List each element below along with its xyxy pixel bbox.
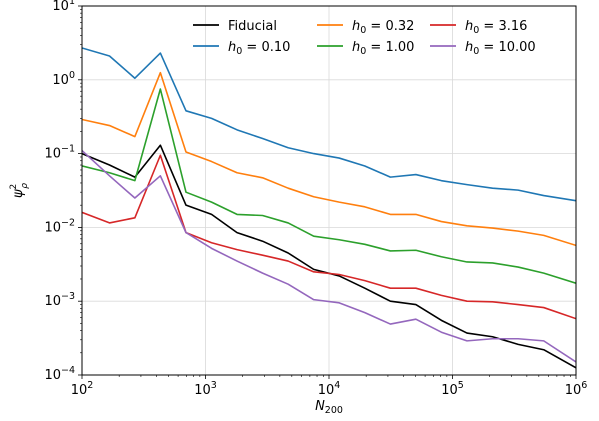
x-tick-exp: 3 bbox=[211, 380, 217, 391]
x-tick-exp: 2 bbox=[87, 380, 93, 391]
legend-label: h0 = 0.32 bbox=[352, 19, 414, 36]
y-axis-title-sub: ρ bbox=[20, 183, 30, 189]
y-tick-label: 10−4 bbox=[44, 365, 75, 383]
y-tick-label: 10−3 bbox=[44, 291, 75, 309]
legend-label: Fiducial bbox=[228, 19, 277, 34]
y-tick-label: 10−2 bbox=[44, 217, 75, 235]
y-tick-exp: −3 bbox=[61, 291, 75, 302]
legend-label-rest: = 0.32 bbox=[366, 19, 414, 34]
legend-label-main: h bbox=[352, 19, 360, 34]
x-tick-label: 105 bbox=[441, 380, 464, 398]
x-axis-title-main: N bbox=[315, 399, 325, 414]
legend-label-sub: 0 bbox=[360, 46, 366, 57]
series-line-h0-100 bbox=[82, 88, 576, 285]
x-tick-base: 10 bbox=[318, 383, 335, 398]
x-axis-title-sub: 200 bbox=[325, 405, 343, 416]
legend-label-rest: = 0.10 bbox=[242, 40, 290, 55]
x-tick-label: 104 bbox=[318, 380, 341, 398]
x-tick-label: 103 bbox=[194, 380, 217, 398]
legend-label-sub: 0 bbox=[236, 46, 242, 57]
x-axis-title: N200 bbox=[315, 399, 343, 416]
legend-label-rest: = 10.00 bbox=[479, 40, 535, 55]
x-tick-base: 10 bbox=[194, 383, 211, 398]
y-tick-label: 100 bbox=[52, 70, 75, 88]
x-tick-base: 10 bbox=[71, 383, 88, 398]
x-tick-label: 102 bbox=[71, 380, 94, 398]
legend-label: h0 = 1.00 bbox=[352, 40, 414, 57]
y-tick-label: 10−1 bbox=[44, 144, 75, 162]
x-tick-label: 106 bbox=[565, 380, 588, 398]
y-axis-title-sup: 2 bbox=[9, 184, 19, 190]
y-tick-base: 10 bbox=[52, 0, 69, 14]
legend-item: Fiducial bbox=[193, 19, 277, 34]
legend-item: h0 = 0.10 bbox=[193, 40, 290, 57]
legend-label-main: h bbox=[465, 19, 473, 34]
series-line-h0-1000 bbox=[82, 149, 576, 363]
series-line-h0-032 bbox=[82, 71, 576, 247]
series-line-h0-010 bbox=[82, 47, 576, 202]
y-tick-exp: −1 bbox=[61, 144, 75, 155]
legend-label-main: h bbox=[228, 40, 236, 55]
x-tick-exp: 6 bbox=[581, 380, 587, 391]
legend-label-main: h bbox=[352, 40, 360, 55]
legend-label: h0 = 10.00 bbox=[465, 40, 536, 57]
legend-item: h0 = 0.32 bbox=[317, 19, 414, 36]
x-tick-base: 10 bbox=[565, 383, 582, 398]
y-tick-exp: −2 bbox=[61, 217, 75, 228]
y-tick-exp: −4 bbox=[61, 365, 75, 376]
x-tick-base: 10 bbox=[441, 383, 458, 398]
legend-item: h0 = 10.00 bbox=[430, 40, 536, 57]
legend-label-sub: 0 bbox=[473, 46, 479, 57]
series-lines bbox=[82, 47, 576, 369]
legend-label-sub: 0 bbox=[360, 25, 366, 36]
y-tick-base: 10 bbox=[44, 220, 61, 235]
y-tick-label: 101 bbox=[52, 0, 75, 14]
gridlines bbox=[81, 5, 577, 376]
legend-label: h0 = 3.16 bbox=[465, 19, 527, 36]
y-tick-base: 10 bbox=[44, 294, 61, 309]
x-tick-exp: 5 bbox=[458, 380, 464, 391]
legend-label-rest: = 1.00 bbox=[366, 40, 414, 55]
legend-label-main: Fiducial bbox=[228, 19, 277, 34]
legend-label: h0 = 0.10 bbox=[228, 40, 290, 57]
series-line-h0-316 bbox=[82, 154, 576, 320]
legend-label-rest: = 3.16 bbox=[479, 19, 527, 34]
y-tick-base: 10 bbox=[44, 147, 61, 162]
legend-label-sub: 0 bbox=[473, 25, 479, 36]
y-axis-title: ψ2ρ bbox=[9, 183, 30, 198]
legend-item: h0 = 3.16 bbox=[430, 19, 527, 36]
y-tick-base: 10 bbox=[52, 73, 69, 88]
y-tick-base: 10 bbox=[44, 368, 61, 383]
y-tick-exp: 0 bbox=[69, 70, 75, 81]
y-tick-exp: 1 bbox=[69, 0, 75, 7]
x-tick-exp: 4 bbox=[334, 380, 340, 391]
legend-item: h0 = 1.00 bbox=[317, 40, 414, 57]
legend-label-main: h bbox=[465, 40, 473, 55]
y-axis-title-main: ψ bbox=[11, 189, 26, 198]
